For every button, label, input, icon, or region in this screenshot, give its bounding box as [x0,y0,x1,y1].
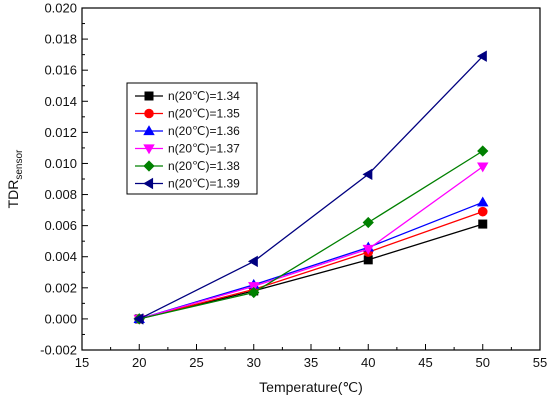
legend-swatch-marker [143,125,155,136]
y-tick-label: 0.018 [44,32,77,47]
x-tick-label: 30 [247,355,261,370]
y-tick-label: 0.004 [44,249,77,264]
legend-label: n(20℃)=1.34 [168,89,240,103]
y-axis-title: TDRsensor [5,149,25,208]
x-tick-label: 50 [476,355,490,370]
x-tick-label: 15 [75,355,89,370]
legend-swatch-marker [144,91,154,101]
x-tick-label: 55 [533,355,547,370]
data-point [362,168,373,181]
legend-label: n(20℃)=1.37 [168,142,240,156]
axis-ticks: 15 20 25 30 35 40 45 50 55 -0.002 0.000 0.002 0.004 0… [40,1,547,371]
legend-entry: n(20℃)=1.36 [135,124,240,138]
data-point [363,255,373,265]
series-line [139,223,483,320]
legend-entry: n(20℃)=1.37 [135,142,240,156]
series-5 [133,145,489,325]
series-line [139,210,484,320]
plot-series [133,50,489,325]
y-tick-label: 0.006 [44,218,77,233]
x-tick-label: 45 [418,355,432,370]
legend-entry: n(20℃)=1.39 [135,177,240,191]
legend-box [126,82,258,195]
y-tick-label: 0.014 [44,94,77,109]
legend-label: n(20℃)=1.38 [168,159,240,173]
series-3 [133,196,489,323]
data-point [477,162,489,173]
y-tick-label: 0.016 [44,63,77,78]
legend-entry: n(20℃)=1.35 [135,107,240,121]
legend-swatch-marker [143,160,155,172]
y-axis-title-main: TDR [5,180,21,209]
legend-label: n(20℃)=1.35 [168,107,240,121]
data-point [362,216,374,229]
legend-swatch-marker [143,144,155,155]
x-axis-title: Temperature(℃) [259,379,363,395]
y-tick-label: 0.002 [44,280,77,295]
legend-label: n(20℃)=1.39 [168,177,240,191]
y-tick-label: 0.012 [44,125,77,140]
y-tick-label: 0.010 [44,156,77,171]
x-tick-label: 40 [361,355,375,370]
series-line [139,166,484,320]
series-6 [133,50,487,325]
legend: n(20℃)=1.34 n(20℃)=1.35 n(20℃)=1.36 n(20℃)=… [126,82,258,195]
legend-entry: n(20℃)=1.38 [135,159,240,173]
data-point [248,286,260,299]
data-point [133,313,144,325]
legend-entry: n(20℃)=1.34 [135,89,240,103]
legend-swatch-marker [144,108,154,119]
series-line [139,55,484,320]
data-point [477,145,489,157]
y-tick-label: 0.008 [44,187,77,202]
x-tick-label: 20 [132,355,146,370]
data-point [476,50,487,62]
plot-area-frame [81,7,541,351]
y-tick-label: -0.002 [40,343,77,358]
data-point [247,255,258,268]
series-line [139,201,484,320]
y-tick-label: 0.000 [44,311,77,326]
data-point [478,219,488,229]
x-tick-label: 25 [189,355,203,370]
y-axis-title-subscript: sensor [14,149,25,180]
legend-label: n(20℃)=1.36 [168,124,240,138]
y-tick-label: 0.020 [44,1,77,16]
x-tick-label: 35 [304,355,318,370]
series-line [139,150,484,320]
legend-swatch-marker [143,177,154,190]
data-point [477,206,488,217]
data-point [362,244,374,255]
series-2 [134,206,488,324]
data-point [477,196,489,207]
